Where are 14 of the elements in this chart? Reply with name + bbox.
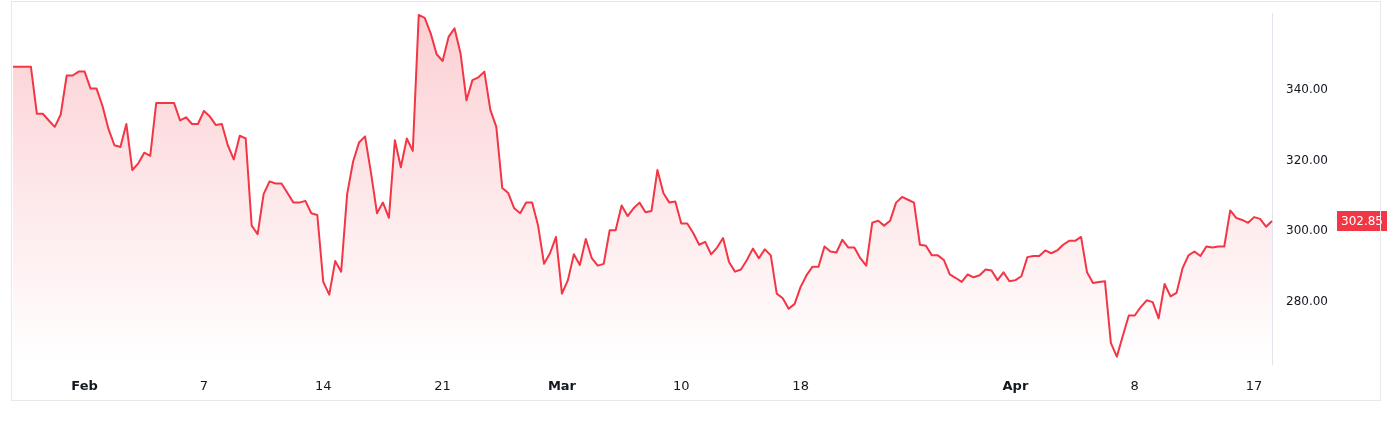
x-tick-label: 10	[673, 377, 690, 393]
x-tick-label: Feb	[71, 377, 98, 393]
y-tick-label: 280.00	[1286, 294, 1328, 309]
x-tick-label: Mar	[547, 377, 577, 393]
x-tick-label: 8	[1130, 377, 1139, 393]
x-tick-label: 21	[434, 377, 451, 393]
y-tick-label: 340.00	[1286, 81, 1328, 96]
x-tick-label: 14	[315, 377, 332, 393]
x-tick-label: 7	[199, 377, 209, 393]
y-tick-label: 300.00	[1286, 223, 1328, 238]
x-tick-label: 17	[1245, 377, 1263, 393]
x-tick-label: Apr	[1002, 377, 1029, 393]
x-tick-label: 18	[792, 377, 809, 393]
y-tick-label: 320.00	[1286, 152, 1328, 167]
